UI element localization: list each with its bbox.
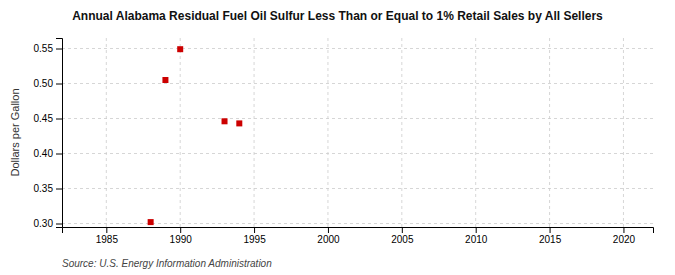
y-axis-tick-label: 0.45	[34, 113, 54, 124]
x-axis-line	[63, 228, 654, 234]
x-axis-tick: 2010	[465, 227, 488, 245]
y-axis-tick: 0.55	[34, 43, 62, 54]
x-axis-tick: 2005	[391, 227, 414, 245]
x-axis-tick: 1990	[170, 227, 193, 245]
x-axis-tick-label: 1990	[170, 234, 193, 245]
point	[162, 77, 168, 83]
grid-line-x	[180, 38, 181, 227]
grid-line-x	[254, 38, 255, 227]
y-axis-tick: 0.40	[34, 148, 62, 159]
x-axis-tick-label: 2010	[465, 234, 488, 245]
y-axis-tick-mark	[56, 154, 62, 155]
y-axis-tick-label: 0.55	[34, 43, 54, 54]
title: Annual Alabama Residual Fuel Oil Sulfur …	[72, 9, 603, 23]
y-axis-tick: 0.50	[34, 78, 62, 89]
source-note: Source: U.S. Energy Information Administ…	[62, 258, 272, 269]
chart: 1985 1990 1995 2000 2005 2010 2015 2020 0.30 0.35…	[0, 0, 675, 275]
x-axis-tick-mark	[550, 227, 551, 233]
grid-line-y	[62, 153, 653, 154]
x-axis-tick-mark	[106, 227, 107, 233]
y-axis-tick-mark	[56, 189, 62, 190]
x-axis-tick-mark	[328, 227, 329, 233]
point	[222, 118, 228, 124]
grid-line-y	[62, 48, 653, 49]
plot: 1985 1990 1995 2000 2005 2010 2015 2020 0.30 0.35…	[34, 38, 654, 245]
y-axis-tick: 0.45	[34, 113, 62, 124]
x-axis-tick-label: 2000	[317, 234, 340, 245]
grid-line-x	[475, 38, 476, 227]
grid-line-y	[62, 188, 653, 189]
y-axis-tick-mark	[56, 119, 62, 120]
y-axis-tick-mark	[56, 84, 62, 85]
x-axis-tick: 2020	[613, 227, 636, 245]
y-axis-tick-label: 0.30	[34, 218, 54, 229]
x-axis-tick-label: 2005	[391, 234, 414, 245]
x-axis-tick: 2015	[539, 227, 562, 245]
y-axis-title: Dollars per Gallon	[9, 88, 21, 176]
y-axis-tick: 0.35	[34, 183, 62, 194]
points	[148, 46, 243, 225]
point	[148, 219, 154, 225]
grid-line-x	[327, 38, 328, 227]
grid-line-y	[62, 83, 653, 84]
y-axis-tick: 0.30	[34, 218, 62, 229]
x-axis-tick-mark	[180, 227, 181, 233]
x-axis-tick-mark	[623, 227, 624, 233]
grid-line-x	[623, 38, 624, 227]
x-axis-tick-label: 1985	[96, 234, 119, 245]
grid-line-x	[401, 38, 402, 227]
x-axis: 1985 1990 1995 2000 2005 2010 2015 2020	[63, 227, 654, 245]
x-axis-tick-label: 2015	[539, 234, 562, 245]
grid-line-x	[549, 38, 550, 227]
x-axis-tick: 1995	[243, 227, 266, 245]
y-axis-tick-label: 0.40	[34, 148, 54, 159]
y-axis: 0.30 0.35 0.40 0.45 0.50 0.55	[34, 39, 63, 230]
y-axis-line	[56, 39, 63, 228]
x-axis-tick-mark	[476, 227, 477, 233]
x-axis-tick-mark	[402, 227, 403, 233]
grid-line-y	[62, 118, 653, 119]
y-axis-tick-label: 0.35	[34, 183, 54, 194]
y-axis-tick-label: 0.50	[34, 78, 54, 89]
x-axis-tick-mark	[254, 227, 255, 233]
x-axis-tick: 2000	[317, 227, 340, 245]
x-axis-tick: 1985	[96, 227, 119, 245]
y-axis-tick-mark	[56, 224, 62, 225]
y-axis-tick-mark	[56, 49, 62, 50]
grid-line-x	[106, 38, 107, 227]
x-axis-tick-label: 2020	[613, 234, 636, 245]
point	[236, 120, 242, 126]
grid	[62, 38, 653, 227]
x-axis-tick-label: 1995	[243, 234, 266, 245]
point	[177, 46, 183, 52]
